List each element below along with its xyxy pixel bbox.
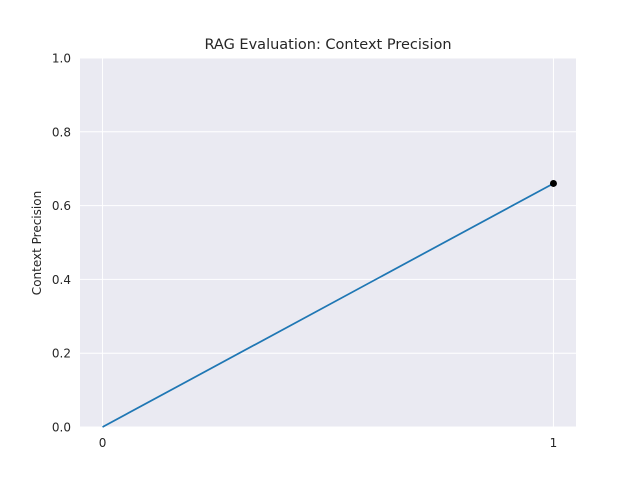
y-tick-label: 0.2 [52, 347, 71, 361]
data-point-marker [549, 179, 557, 187]
y-tick-label: 0.4 [52, 273, 71, 287]
y-tick-label: 0.8 [52, 125, 71, 139]
plot-area [80, 58, 576, 427]
x-tick-label: 0 [99, 436, 107, 450]
marker-layer [549, 179, 557, 187]
series-layer [102, 182, 554, 428]
series-line [102, 182, 554, 428]
y-tick-label: 0.6 [52, 199, 71, 213]
y-axis-label: Context Precision [30, 191, 44, 295]
y-tick-label: 0.0 [52, 421, 71, 435]
x-tick-label: 1 [550, 436, 558, 450]
grid-lines [80, 57, 576, 428]
y-tick-labels: 0.0 0.2 0.4 0.6 0.8 1.0 [52, 52, 71, 435]
y-tick-label: 1.0 [52, 52, 71, 66]
chart-title: RAG Evaluation: Context Precision [204, 37, 451, 53]
